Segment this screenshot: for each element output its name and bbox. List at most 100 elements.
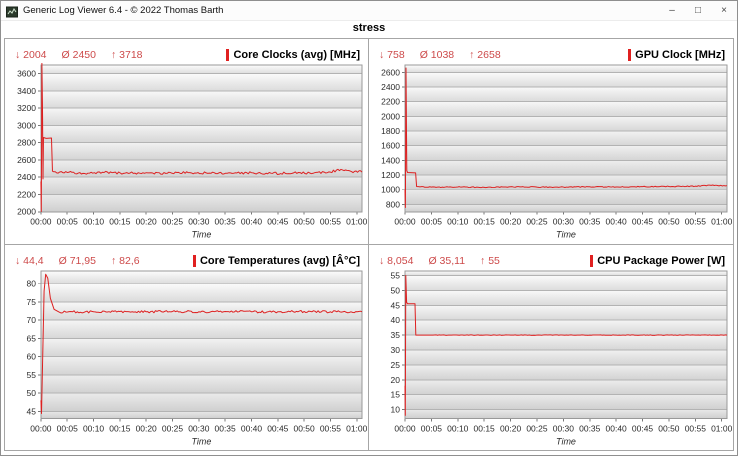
x-tick-label: 01:00	[346, 423, 367, 433]
x-tick-label: 00:05	[57, 423, 78, 433]
stat-max: ↑ 55	[480, 254, 500, 267]
stat-min: ↓ 8,054	[379, 254, 414, 267]
x-tick-label: 00:45	[632, 217, 654, 227]
chart-panel-gpu-clock: ↓ 758 Ø 1038 ↑ 2658 GPU Clock [MHz] 800 1…	[369, 39, 733, 245]
x-axis-label: Time	[556, 436, 576, 446]
panel-header: ↓ 2004 Ø 2450 ↑ 3718 Core Clocks (avg) […	[5, 39, 368, 63]
x-axis-label: Time	[192, 436, 212, 446]
chart-panel-cpu-package-power: ↓ 8,054 Ø 35,11 ↑ 55 CPU Package Power […	[369, 244, 733, 451]
series-color-marker	[590, 254, 594, 267]
y-tick-label: 55	[26, 369, 36, 379]
chart-stats: ↓ 758 Ø 1038 ↑ 2658	[379, 49, 501, 61]
x-tick-label: 00:25	[162, 423, 183, 433]
y-tick-label: 1000	[381, 185, 400, 195]
panel-header: ↓ 758 Ø 1038 ↑ 2658 GPU Clock [MHz]	[369, 39, 733, 63]
plot-shading	[40, 64, 363, 212]
x-tick-label: 00:25	[526, 217, 548, 227]
chart-title: Core Clocks (avg) [MHz]	[226, 49, 360, 61]
core-clocks-chart[interactable]: 2000 2200 2400 2600 2800 3000 3200 3400 3600 00:0…	[5, 63, 368, 244]
x-tick-label: 00:55	[320, 217, 341, 227]
chart-area: 10 15 20 25 30 35 40 45 50 55 00:00 00:05 00:10 00:15…	[369, 269, 733, 451]
chart-title: CPU Package Power [W]	[590, 254, 725, 267]
y-tick-label: 30	[391, 345, 401, 355]
x-tick-label: 00:50	[294, 423, 315, 433]
x-tick-label: 00:20	[136, 217, 157, 227]
plot-border	[40, 269, 363, 419]
y-tick-label: 45	[26, 406, 36, 416]
chart-title-text: GPU Clock [MHz]	[635, 49, 725, 61]
x-tick-label: 00:40	[606, 217, 628, 227]
y-tick-label: 3200	[17, 103, 36, 113]
x-tick-label: 00:40	[241, 423, 262, 433]
y-tick-label: 2200	[17, 189, 36, 199]
chart-title-text: Core Temperatures (avg) [Â°C]	[199, 254, 360, 267]
plot-border	[40, 64, 363, 213]
y-tick-label: 2000	[17, 207, 36, 217]
y-tick-label: 2800	[17, 138, 36, 148]
x-tick-label: 00:45	[267, 217, 288, 227]
stat-avg: Ø 71,95	[58, 254, 96, 267]
x-tick-label: 00:05	[421, 217, 443, 227]
chart-title: Core Temperatures (avg) [Â°C]	[192, 254, 360, 267]
close-button[interactable]: ×	[721, 5, 727, 16]
y-tick-label: 2600	[381, 67, 400, 77]
stat-avg: Ø 1038	[419, 49, 455, 61]
chart-area: 800 1000 1200 1400 1600 1800 2000 2200 2400 2600 0…	[369, 63, 733, 244]
x-tick-label: 00:45	[267, 423, 288, 433]
maximize-button[interactable]: □	[694, 5, 702, 16]
x-tick-label: 00:55	[320, 423, 341, 433]
minimize-button[interactable]: –	[669, 5, 675, 16]
y-tick-label: 20	[391, 374, 401, 384]
stat-max: ↑ 2658	[469, 49, 501, 61]
plot-shading	[405, 270, 727, 419]
stat-max: ↑ 82,6	[110, 254, 140, 267]
y-tick-label: 25	[391, 359, 401, 369]
series-color-marker	[628, 49, 632, 61]
stat-avg: Ø 35,11	[428, 254, 466, 267]
chart-panel-core-clocks: ↓ 2004 Ø 2450 ↑ 3718 Core Clocks (avg) […	[5, 39, 369, 245]
x-tick-label: 00:45	[632, 423, 654, 433]
titlebar[interactable]: Generic Log Viewer 6.4 - © 2022 Thomas B…	[1, 1, 737, 21]
chart-title-text: CPU Package Power [W]	[597, 254, 725, 267]
x-tick-label: 00:20	[136, 423, 157, 433]
cpu-package-power-chart[interactable]: 10 15 20 25 30 35 40 45 50 55 00:00 00:05 00:10 00:15…	[369, 269, 733, 451]
y-tick-label: 15	[391, 389, 401, 399]
y-tick-label: 1400	[381, 155, 400, 165]
y-tick-label: 3400	[17, 86, 36, 96]
y-tick-label: 1800	[381, 126, 400, 136]
x-tick-label: 00:35	[579, 217, 601, 227]
core-temperatures-chart[interactable]: 45 50 55 60 65 70 75 80 00:00 00:05 00:10 00:15 00:2…	[5, 269, 368, 451]
x-tick-label: 00:55	[685, 423, 707, 433]
x-tick-label: 00:50	[294, 217, 315, 227]
x-tick-label: 00:30	[553, 423, 575, 433]
x-tick-label: 00:00	[30, 217, 51, 227]
y-tick-label: 2000	[381, 111, 400, 121]
series-color-marker	[192, 254, 196, 267]
x-tick-label: 00:15	[109, 423, 130, 433]
y-tick-label: 800	[386, 199, 400, 209]
gpu-clock-chart[interactable]: 800 1000 1200 1400 1600 1800 2000 2200 2400 2600 0…	[369, 63, 733, 244]
x-tick-label: 00:15	[474, 423, 496, 433]
x-tick-label: 00:35	[215, 423, 236, 433]
app-icon	[6, 5, 18, 17]
x-tick-label: 00:25	[162, 217, 183, 227]
chart-stats: ↓ 2004 Ø 2450 ↑ 3718	[15, 49, 143, 61]
y-tick-label: 2200	[381, 97, 400, 107]
data-series-line	[40, 273, 363, 414]
x-tick-label: 00:20	[500, 423, 522, 433]
plot-border	[404, 64, 728, 213]
window-controls: – □ ×	[659, 1, 737, 20]
x-tick-label: 00:10	[447, 217, 469, 227]
x-tick-label: 00:50	[658, 423, 680, 433]
window-title: Generic Log Viewer 6.4 - © 2022 Thomas B…	[23, 5, 224, 16]
x-tick-label: 00:55	[685, 217, 707, 227]
y-tick-label: 2600	[17, 155, 36, 165]
data-series-line	[404, 67, 728, 208]
x-tick-label: 00:10	[83, 217, 104, 227]
x-tick-label: 00:50	[658, 217, 680, 227]
x-tick-label: 00:30	[553, 217, 575, 227]
y-tick-label: 55	[391, 270, 401, 280]
chart-area: 45 50 55 60 65 70 75 80 00:00 00:05 00:10 00:15 00:2…	[5, 269, 368, 451]
y-tick-label: 3000	[17, 120, 36, 130]
y-tick-label: 2400	[381, 82, 400, 92]
